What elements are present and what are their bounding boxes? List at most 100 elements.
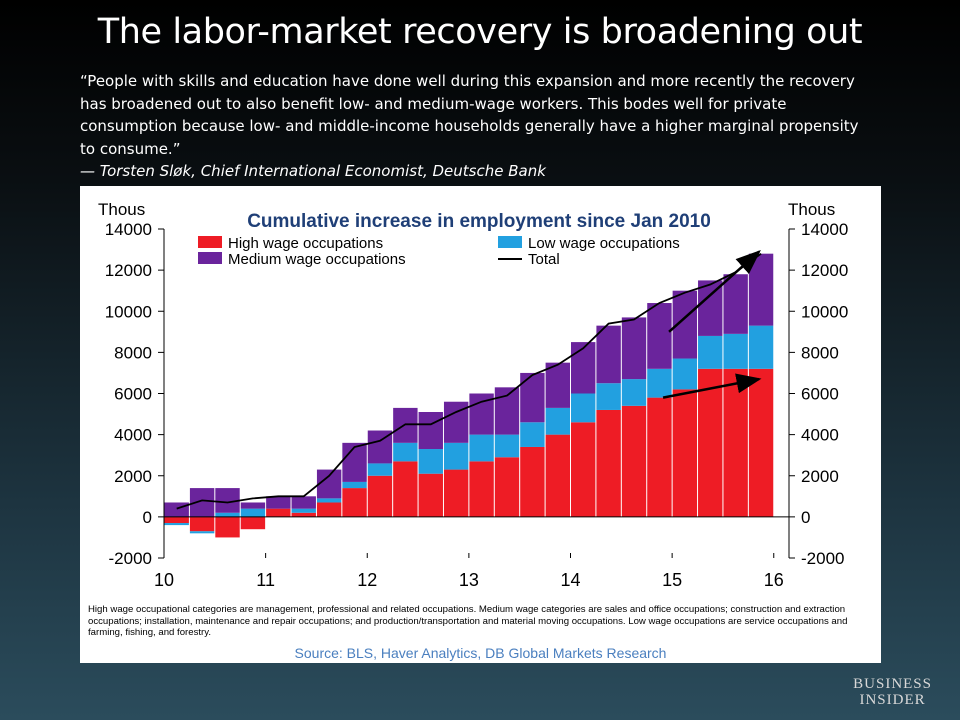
bar-medium-wage-occupations (647, 303, 672, 369)
x-tick-label: 11 (256, 570, 275, 590)
chart-panel: Cumulative increase in employment since … (80, 186, 881, 663)
bar-low-wage-occupations (571, 393, 596, 423)
bar-low-wage-occupations (418, 449, 443, 474)
y-axis-unit-left: Thous (98, 200, 145, 219)
annotation-arrow (668, 249, 761, 333)
bar-high-wage-occupations (443, 469, 469, 517)
bar-low-wage-occupations (291, 508, 316, 513)
bar-low-wage-occupations (469, 434, 494, 462)
y-tick-label-left: 10000 (105, 302, 152, 321)
bar-high-wage-occupations (342, 488, 367, 517)
y-tick-label-right: 2000 (801, 467, 839, 486)
bar-low-wage-occupations (647, 368, 672, 398)
y-tick-label-left: 4000 (114, 426, 152, 445)
bars-layer (164, 253, 774, 538)
legend: High wage occupations Low wage occupation… (198, 235, 680, 268)
bar-medium-wage-occupations (291, 496, 316, 509)
y-axis-unit-right: Thous (788, 200, 835, 219)
bar-medium-wage-occupations (316, 469, 342, 499)
bar-medium-wage-occupations (266, 496, 291, 509)
bar-low-wage-occupations (342, 481, 367, 489)
bar-medium-wage-occupations (494, 387, 520, 435)
bar-medium-wage-occupations (723, 274, 748, 334)
business-insider-logo: BUSINESS INSIDER (853, 676, 932, 708)
bar-low-wage-occupations (240, 508, 266, 517)
bar-low-wage-occupations (596, 383, 621, 410)
bar-high-wage-occupations (291, 512, 316, 517)
bar-low-wage-occupations (545, 407, 571, 435)
bar-high-wage-occupations (418, 473, 443, 517)
bar-low-wage-occupations (393, 442, 418, 462)
legend-label: High wage occupations (228, 235, 383, 252)
bar-low-wage-occupations (621, 379, 647, 406)
chart-footnote: High wage occupational categories are ma… (88, 604, 848, 638)
bar-high-wage-occupations (316, 502, 342, 517)
bar-high-wage-occupations (164, 516, 189, 524)
bar-medium-wage-occupations (698, 280, 723, 336)
y-tick-label-left: 12000 (105, 261, 152, 280)
bar-low-wage-occupations (367, 463, 393, 476)
legend-label: Medium wage occupations (228, 251, 406, 268)
x-tick-label: 16 (764, 570, 784, 590)
bar-low-wage-occupations (316, 498, 342, 503)
quote-line: consumption because low- and middle-inco… (80, 117, 859, 135)
x-tick-label: 14 (560, 570, 580, 590)
total-line (176, 252, 762, 510)
legend-swatch (498, 236, 522, 248)
quote-line: “People with skills and education have d… (80, 72, 855, 90)
y-tick-label-left: 8000 (114, 343, 152, 362)
chart-title: Cumulative increase in employment since … (247, 211, 711, 232)
axes-layer: -2000 -2000 0 0 2000 2000 4000 4000 6000 6000 8000… (105, 220, 849, 590)
bar-low-wage-occupations (443, 442, 469, 470)
bar-high-wage-occupations (240, 516, 266, 530)
bar-high-wage-occupations (189, 516, 215, 532)
bar-medium-wage-occupations (596, 325, 621, 384)
bar-medium-wage-occupations (418, 412, 443, 450)
quote-line: to consume.” (80, 139, 181, 158)
y-tick-label-right: 12000 (801, 261, 848, 280)
bar-low-wage-occupations (520, 422, 545, 447)
logo-line: BUSINESS (853, 676, 932, 692)
bar-high-wage-occupations (367, 475, 393, 517)
bar-high-wage-occupations (571, 422, 596, 517)
chart-source: Source: BLS, Haver Analytics, DB Global … (294, 645, 667, 661)
bar-high-wage-occupations (748, 368, 774, 517)
bar-low-wage-occupations (723, 333, 748, 369)
x-tick-label: 15 (662, 570, 682, 590)
y-tick-label-right: 14000 (801, 220, 848, 239)
bar-high-wage-occupations (393, 461, 418, 517)
legend-label: Low wage occupations (528, 235, 680, 252)
bar-high-wage-occupations (545, 434, 571, 517)
annotation-arrow (662, 373, 762, 399)
x-tick-label: 13 (459, 570, 479, 590)
bar-medium-wage-occupations (748, 253, 774, 326)
bar-medium-wage-occupations (342, 442, 367, 482)
bar-high-wage-occupations (266, 508, 291, 517)
legend-swatch (198, 252, 222, 264)
annotation-arrows (662, 249, 762, 399)
legend-swatch (198, 236, 222, 248)
bar-medium-wage-occupations (621, 317, 647, 380)
y-tick-label-left: 0 (143, 508, 152, 527)
y-tick-label-right: 6000 (801, 385, 839, 404)
bar-low-wage-occupations (748, 325, 774, 369)
bar-high-wage-occupations (494, 457, 520, 517)
legend-label: Total (528, 251, 560, 268)
logo-line: INSIDER (859, 692, 926, 708)
bar-high-wage-occupations (596, 409, 621, 517)
bar-medium-wage-occupations (571, 342, 596, 394)
y-tick-label-right: 4000 (801, 426, 839, 445)
bar-high-wage-occupations (215, 516, 240, 538)
y-tick-label-right: -2000 (801, 549, 844, 568)
bar-low-wage-occupations (215, 512, 240, 517)
bar-low-wage-occupations (189, 531, 215, 534)
bar-high-wage-occupations (469, 461, 494, 517)
y-tick-label-right: 0 (801, 508, 810, 527)
bar-medium-wage-occupations (520, 372, 545, 423)
bar-high-wage-occupations (647, 397, 672, 517)
bar-high-wage-occupations (621, 405, 647, 517)
bar-medium-wage-occupations (164, 502, 189, 517)
employment-chart: Cumulative increase in employment since … (98, 200, 849, 590)
y-tick-label-left: 14000 (105, 220, 152, 239)
bar-low-wage-occupations (698, 335, 723, 369)
